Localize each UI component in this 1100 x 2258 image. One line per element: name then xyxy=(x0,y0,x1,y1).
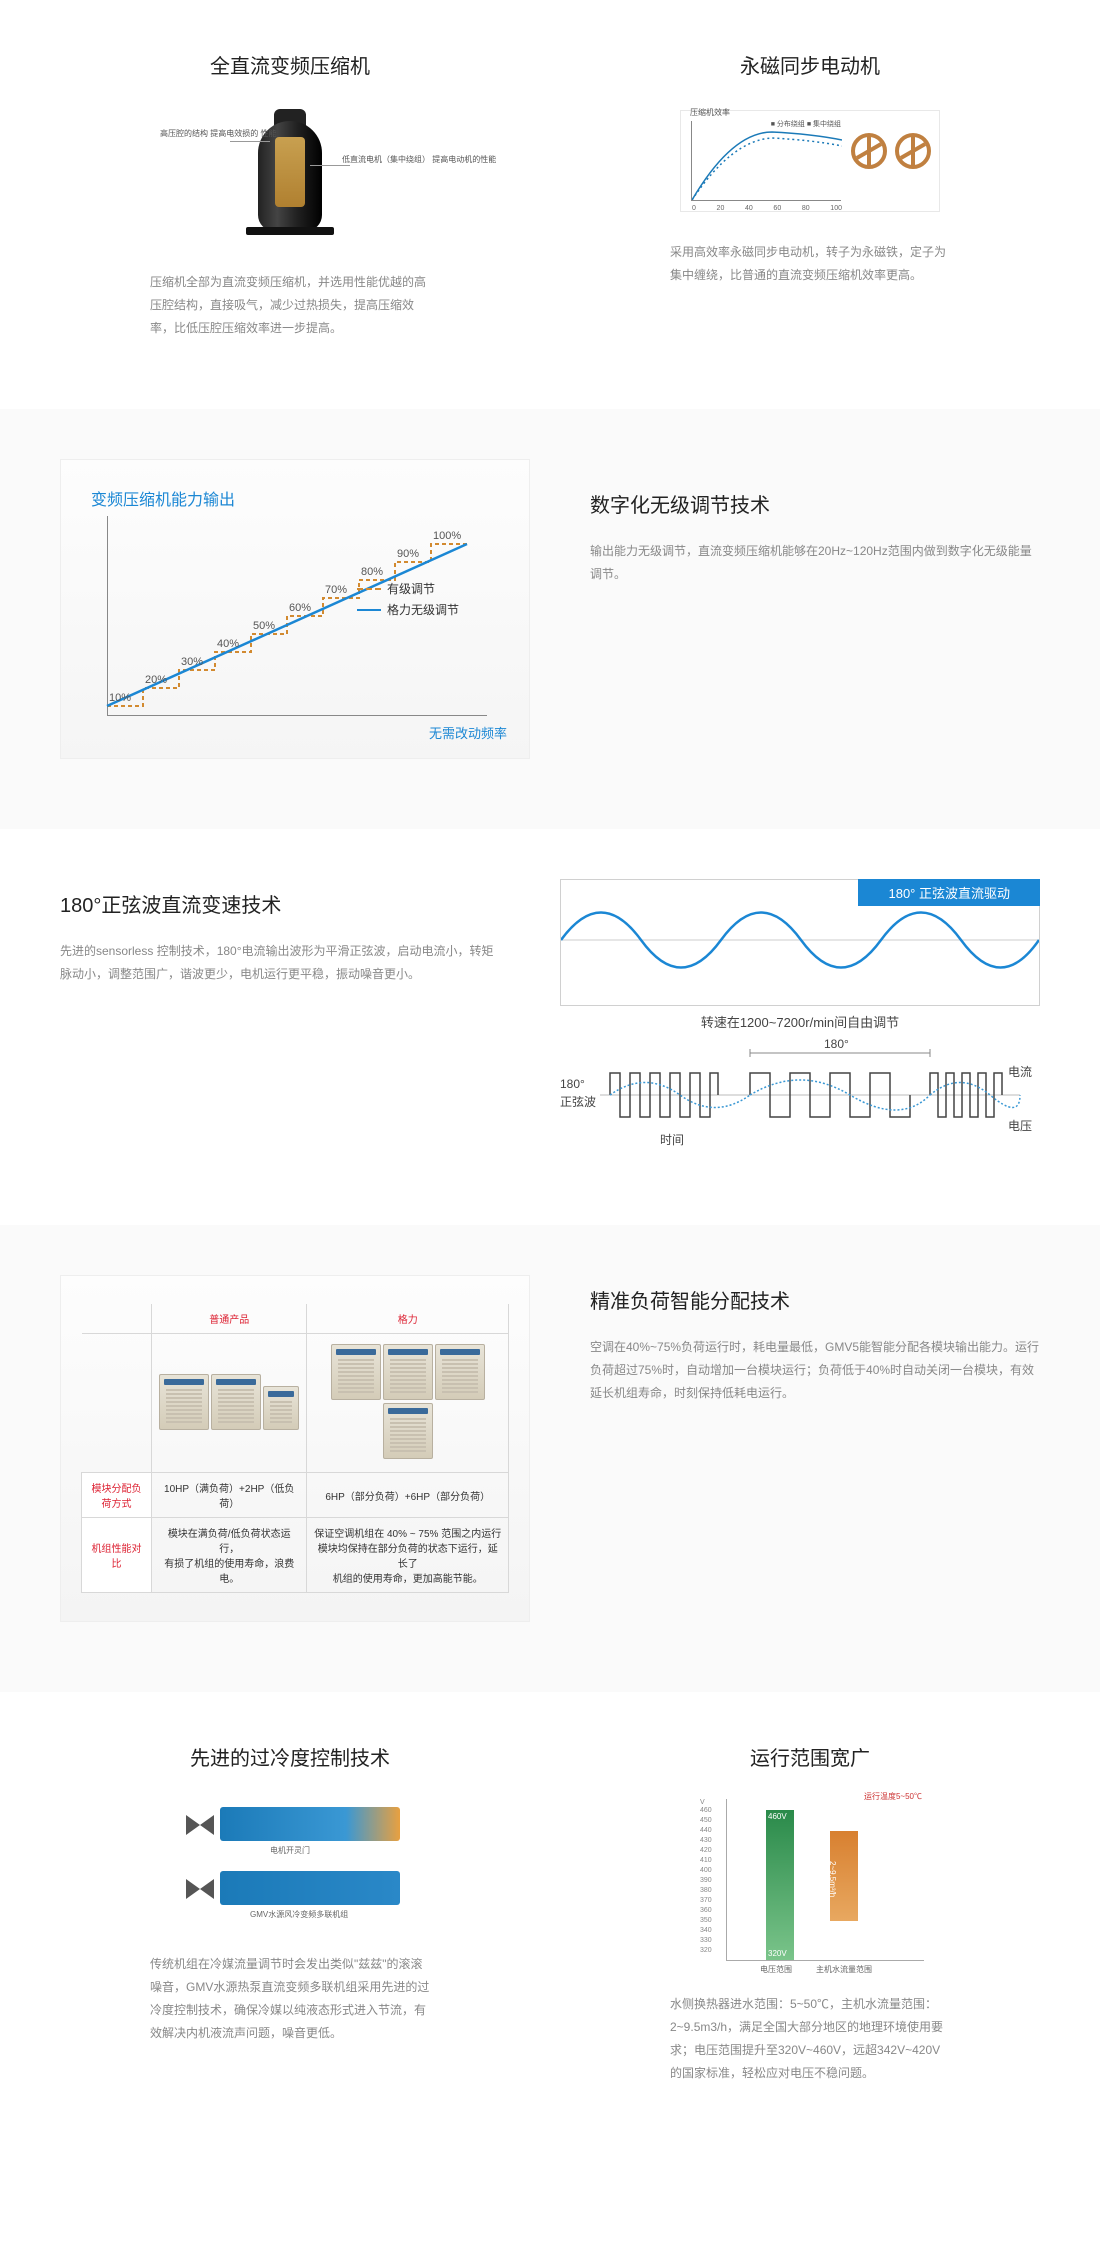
desc-compressor: 压缩机全部为直流变频压缩机，并选用性能优越的高压腔结构，直接吸气，减少过热损失，… xyxy=(150,271,430,339)
desc-subcool: 传统机组在冷媒流量调节时会发出类似"兹兹"的滚滚噪音，GMV水源热泵直流变频多联… xyxy=(150,1953,430,2044)
valve-icon xyxy=(186,1811,214,1839)
step-chart-legend: 有级调节 格力无级调节 xyxy=(357,580,459,622)
section-stepless: 变频压缩机能力输出 有级调节 格力无级调节 无需改动频率 10% 20% 30%… xyxy=(0,409,1100,829)
title-subcool: 先进的过冷度控制技术 xyxy=(60,1742,520,1771)
sine-title-bar: 180° 正弦波直流驱动 xyxy=(858,879,1040,906)
step-chart: 变频压缩机能力输出 有级调节 格力无级调节 无需改动频率 10% 20% 30%… xyxy=(60,459,530,759)
desc-motor: 采用高效率永磁同步电动机，转子为永磁铁，定子为集中缠绕，比普通的直流变频压缩机效… xyxy=(670,241,950,287)
title-range: 运行范围宽广 xyxy=(580,1742,1040,1771)
col-compressor: 全直流变频压缩机 高压腔的结构 提高电效损的 性能 低直流电机（集中绕组） 提高… xyxy=(60,50,520,339)
section-subcool-range: 先进的过冷度控制技术 电机开灵门 GMV水源风冷变频多联机组 传统机组在冷媒流量… xyxy=(0,1692,1100,2154)
desc-stepless: 输出能力无级调节，直流变频压缩机能够在20Hz~120Hz范围内做到数字化无级能… xyxy=(590,540,1040,586)
figure-motor: 压缩机效率 ■ 分布绕组 ■ 集中绕组 020406080100 xyxy=(580,101,1040,221)
step-chart-xlabel: 无需改动频率 xyxy=(429,723,507,742)
col-subcool: 先进的过冷度控制技术 电机开灵门 GMV水源风冷变频多联机组 传统机组在冷媒流量… xyxy=(60,1742,520,2044)
title-load: 精准负荷智能分配技术 xyxy=(590,1285,1040,1314)
square-wave-chart: 180° 正弦波 时间 180° 电流 电压 xyxy=(560,1045,1040,1155)
title-sine: 180°正弦波直流变速技术 xyxy=(60,889,500,918)
title-motor: 永磁同步电动机 xyxy=(580,50,1040,79)
title-compressor: 全直流变频压缩机 xyxy=(60,50,520,79)
compressor-label-1: 高压腔的结构 提高电效损的 性能 xyxy=(160,129,240,139)
section-compressor-motor: 全直流变频压缩机 高压腔的结构 提高电效损的 性能 低直流电机（集中绕组） 提高… xyxy=(0,0,1100,409)
sine-caption: 转速在1200~7200r/min间自由调节 xyxy=(560,1006,1040,1045)
rotor-icon xyxy=(851,133,887,169)
desc-range: 水侧换热器进水范围：5~50℃，主机水流量范围：2~9.5m3/h，满足全国大部… xyxy=(670,1993,950,2084)
col-range: 运行范围宽广 运行温度5~50℃ 460V320V 2~9.5m³/h 电压范围… xyxy=(580,1742,1040,2084)
col-sine-figure: 180° 正弦波直流驱动 转速在1200~7200r/min间自由调节 xyxy=(560,879,1040,1155)
col-sine-text: 180°正弦波直流变速技术 先进的sensorless 控制技术，180°电流输… xyxy=(60,879,500,986)
col-load-text: 精准负荷智能分配技术 空调在40%~75%负荷运行时，耗电量最低，GMV5能智能… xyxy=(590,1275,1040,1404)
figure-range: 运行温度5~50℃ 460V320V 2~9.5m³/h 电压范围 主机水流量范… xyxy=(580,1793,1040,1973)
section-sine: 180°正弦波直流变速技术 先进的sensorless 控制技术，180°电流输… xyxy=(0,829,1100,1225)
sine-wave-chart: 180° 正弦波直流驱动 xyxy=(560,879,1040,1006)
compare-table: 普通产品 格力 模块分配负荷方式 10HP（满负荷）+2HP（低负荷） 6HP（… xyxy=(60,1275,530,1622)
section-load-alloc: 普通产品 格力 模块分配负荷方式 10HP（满负荷）+2HP（低负荷） 6HP（… xyxy=(0,1225,1100,1692)
step-chart-title: 变频压缩机能力输出 xyxy=(91,486,499,510)
desc-load: 空调在40%~75%负荷运行时，耗电量最低，GMV5能智能分配各模块输出能力。运… xyxy=(590,1336,1040,1404)
valve-icon xyxy=(186,1875,214,1903)
figure-compressor: 高压腔的结构 提高电效损的 性能 低直流电机（集中绕组） 提高电动机的性能 xyxy=(60,101,520,251)
col-compare-table: 普通产品 格力 模块分配负荷方式 10HP（满负荷）+2HP（低负荷） 6HP（… xyxy=(60,1275,530,1622)
col-step-chart: 变频压缩机能力输出 有级调节 格力无级调节 无需改动频率 10% 20% 30%… xyxy=(60,459,530,759)
desc-sine: 先进的sensorless 控制技术，180°电流输出波形为平滑正弦波，启动电流… xyxy=(60,940,500,986)
rotor-icon xyxy=(895,133,931,169)
title-stepless: 数字化无级调节技术 xyxy=(590,489,1040,518)
motor-efficiency-chart: 压缩机效率 ■ 分布绕组 ■ 集中绕组 020406080100 xyxy=(691,121,841,201)
figure-subcool: 电机开灵门 GMV水源风冷变频多联机组 xyxy=(60,1793,520,1933)
col-motor: 永磁同步电动机 压缩机效率 ■ 分布绕组 ■ 集中绕组 020406080100 xyxy=(580,50,1040,287)
compressor-label-2: 低直流电机（集中绕组） 提高电动机的性能 xyxy=(342,155,432,165)
col-stepless-text: 数字化无级调节技术 输出能力无级调节，直流变频压缩机能够在20Hz~120Hz范… xyxy=(590,459,1040,586)
